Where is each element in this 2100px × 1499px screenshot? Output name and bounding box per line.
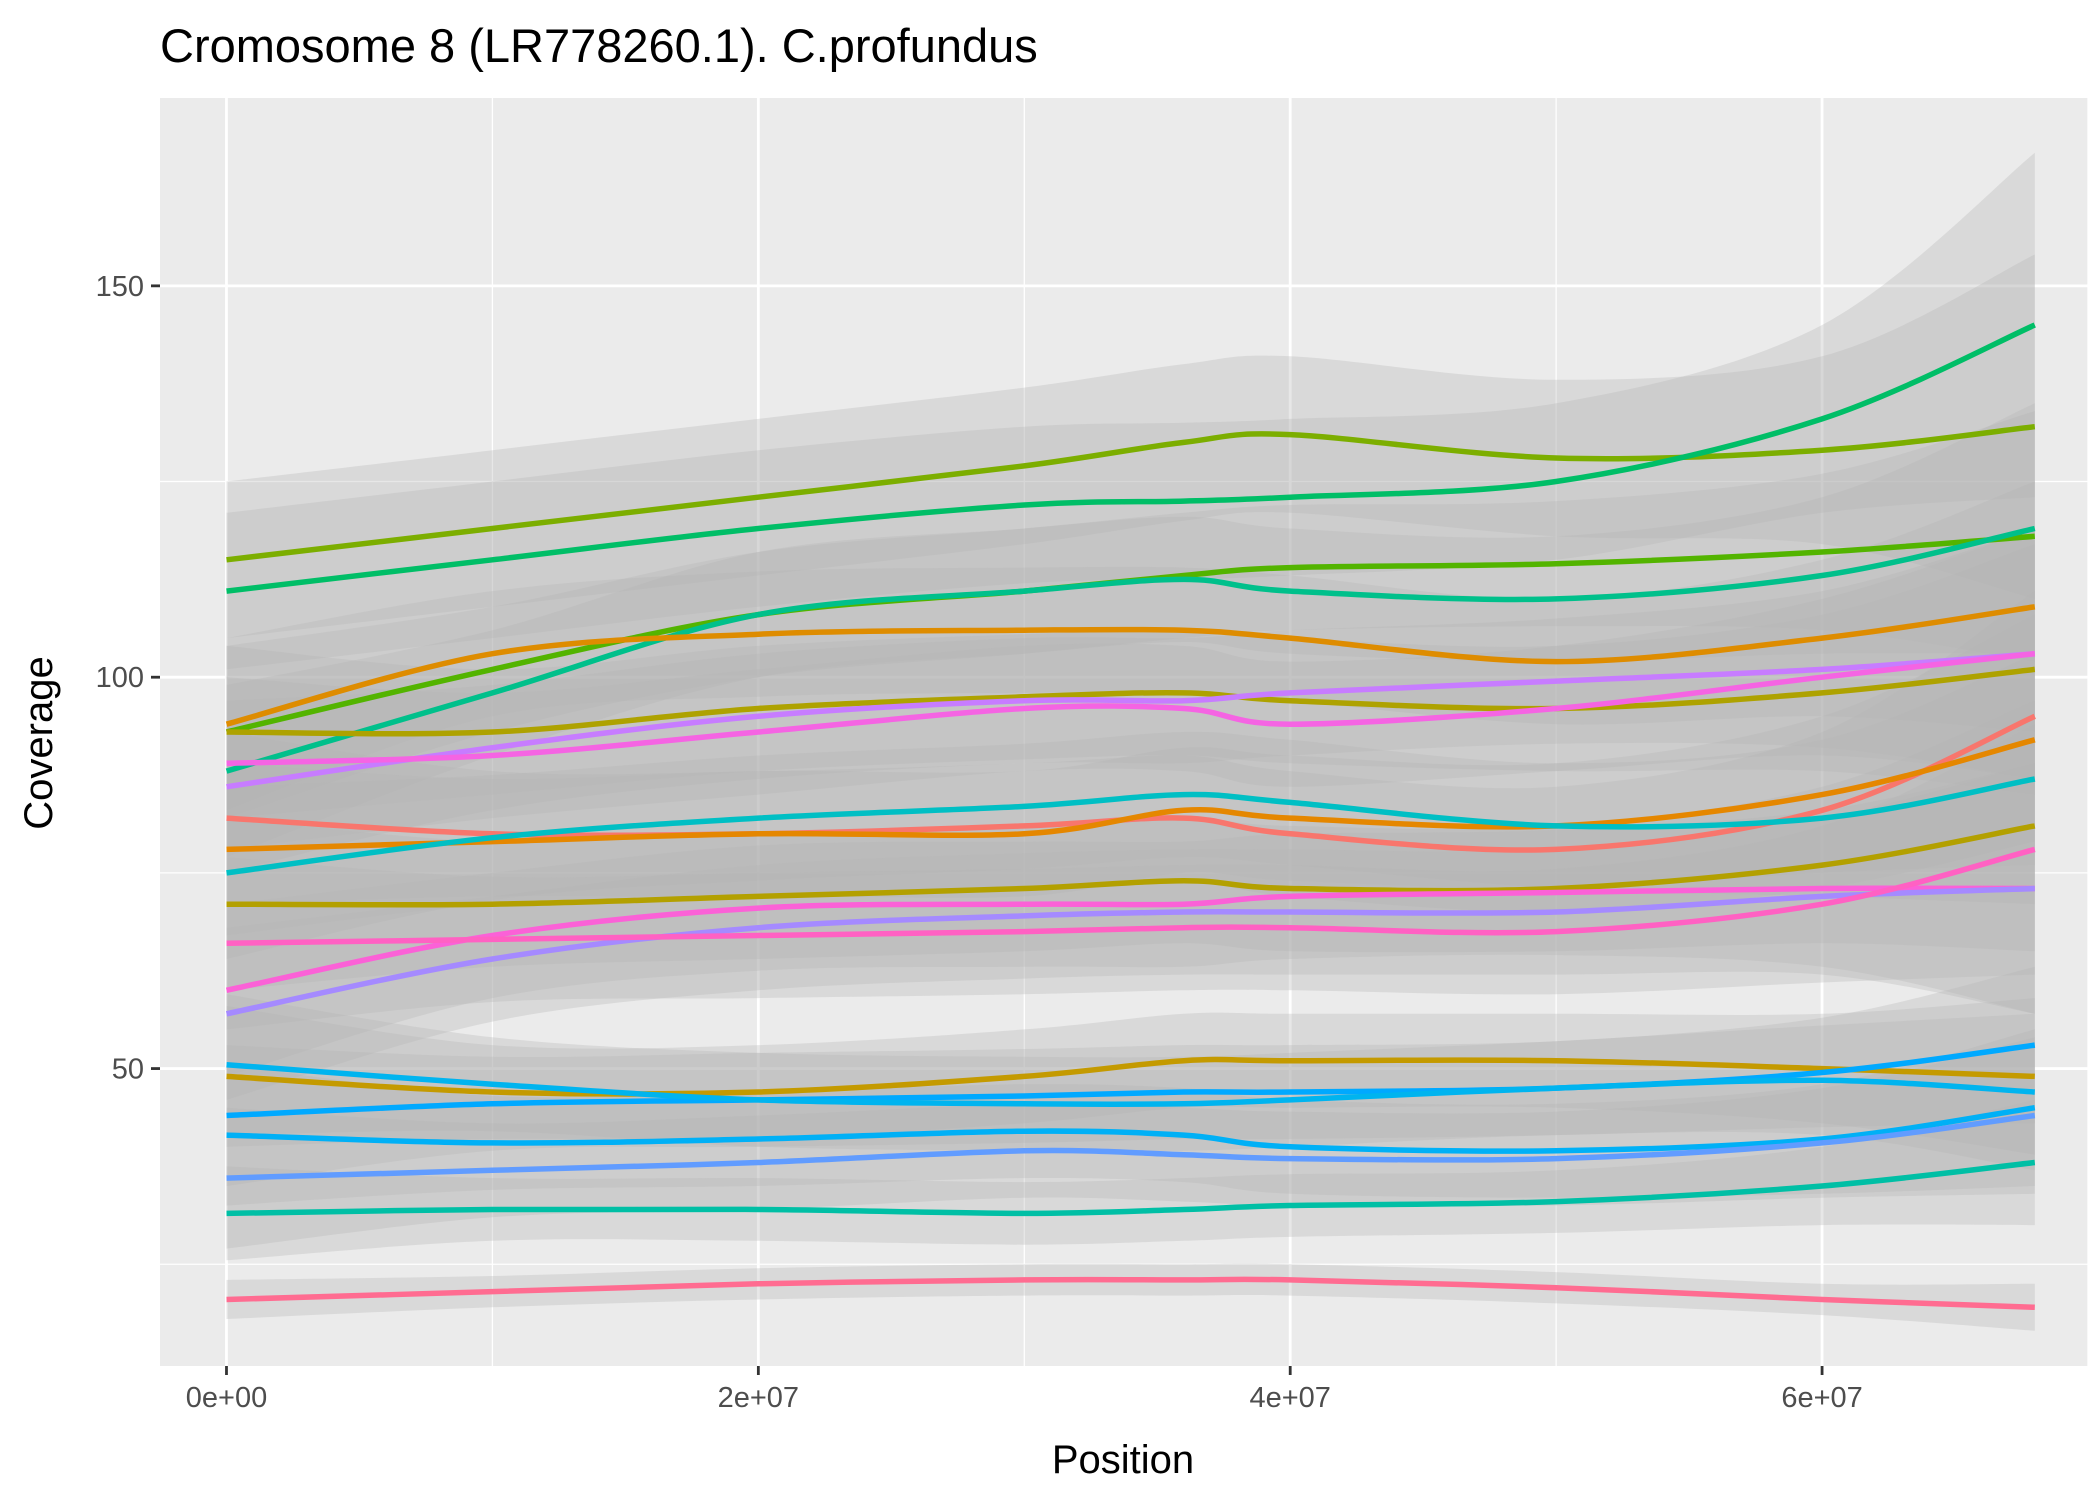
confidence-band [226,998,2035,1155]
series-line [225,885,2035,1017]
confidence-band [226,1029,2035,1206]
x-axis-title: Position [1052,1438,1194,1482]
series-line [226,1061,2035,1107]
confidence-band [226,700,2035,991]
confidence-band [226,152,2035,670]
series-line [226,1104,2036,1154]
series-line [226,650,2036,790]
series-line [226,1276,2035,1311]
series-line [225,604,2036,727]
y-tick-label: 50 [112,1054,144,1086]
x-tick-label: 2e+07 [718,1382,799,1414]
confidence-band [226,994,2035,1171]
series-line [226,650,2036,767]
series-line [225,533,2036,735]
chart-title: Cromosome 8 (LR778260.1). C.profundus [160,19,1038,72]
series-line [226,1112,2036,1181]
y-axis: 50 100 150 [96,271,160,1086]
confidence-band [226,1037,2035,1249]
confidence-band [226,1099,2035,1261]
y-axis-title: Coverage [17,656,61,829]
confidence-band [226,528,2035,850]
confidence-band [226,1263,2035,1331]
confidence-band [226,763,2035,1077]
confidence-band [226,481,2035,811]
x-tick-label: 6e+07 [1781,1382,1862,1414]
series-line [225,525,2036,774]
confidence-band [226,411,2035,819]
confidence-bands [226,152,2035,1331]
series-line [226,666,2036,737]
series-line [226,823,2036,908]
x-tick-label: 0e+00 [186,1382,267,1414]
y-tick-label: 150 [96,271,144,303]
series-line [226,423,2036,563]
confidence-band [226,614,2035,936]
series-line [226,776,2036,876]
confidence-band [226,254,2035,639]
confidence-band [226,653,2035,959]
confidence-band [226,966,2035,1186]
series-line [226,737,2036,853]
confidence-band [226,544,2035,819]
series-lines [225,322,2036,1311]
series-line [225,885,2035,993]
series-line [226,322,2036,594]
y-tick-label: 100 [96,662,144,694]
x-tick-label: 4e+07 [1249,1382,1330,1414]
x-axis: 0e+00 2e+07 4e+07 6e+07 [186,1366,1863,1414]
series-line [226,1159,2036,1217]
series-line [226,1056,2035,1097]
confidence-band [226,591,2035,913]
series-line [226,846,2036,947]
confidence-band [226,724,2035,1030]
